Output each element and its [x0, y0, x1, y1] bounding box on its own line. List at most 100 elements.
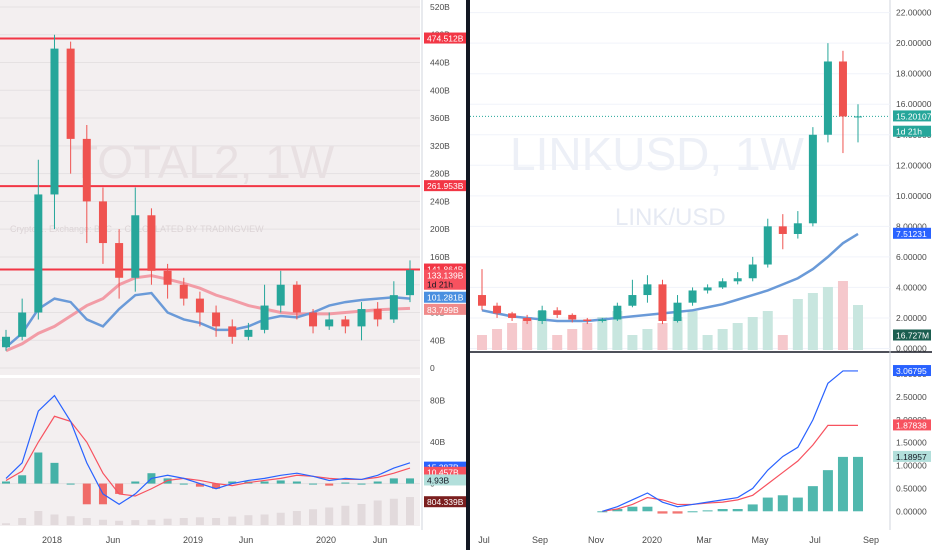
- right-candle-body-10: [628, 295, 637, 306]
- right-price-label-3-bg: [893, 329, 931, 341]
- right-x-tick-1: Sep: [532, 535, 548, 545]
- left-macd-hist-20: [325, 483, 334, 486]
- left-macd-hist-25: [406, 478, 414, 484]
- right-volume-bar-17: [732, 323, 743, 350]
- left-macd-volume-9: [147, 519, 156, 525]
- right-volume-bar-11: [642, 329, 653, 350]
- left-price-label-4-bg: [424, 278, 466, 290]
- right-macd-tick-3: 1.50000: [896, 438, 927, 448]
- right-price-label-1: 1d 21h: [896, 127, 922, 137]
- right-macd-label-2-bg: [893, 450, 931, 462]
- right-candle-body-4: [538, 310, 547, 321]
- left-x-tick-5: Jun: [373, 535, 388, 545]
- left-macd-volume-13: [212, 518, 221, 525]
- left-price-label-1: 261.953B: [427, 181, 464, 191]
- left-price-label-2-bg: [424, 263, 466, 275]
- right-volume-bar-14: [687, 311, 698, 350]
- left-price-label-0-bg: [424, 32, 466, 44]
- right-macd-hist-19: [762, 497, 773, 512]
- left-y-tick-7: 280B: [430, 169, 450, 179]
- right-candle-body-19: [763, 226, 772, 265]
- left-macd-volume-15: [244, 515, 253, 525]
- left-macd-volume-18: [292, 511, 301, 525]
- right-price-label-2: 7.51231: [896, 229, 927, 239]
- left-candle-body-13: [212, 312, 221, 327]
- right-y-tick-2: 4.00000: [896, 282, 927, 292]
- left-x-tick-1: Jun: [106, 535, 121, 545]
- right-macd-hist-10: [627, 506, 638, 512]
- left-candle-body-9: [147, 215, 156, 271]
- left-candle-body-12: [195, 298, 204, 313]
- right-subtitle: LINK/USD: [615, 204, 726, 231]
- left-candle-body-6: [98, 201, 107, 244]
- left-macd-volume-2: [34, 511, 43, 525]
- left-macd-hist-2: [34, 452, 43, 484]
- right-y-tick-10: 20.00000: [896, 38, 932, 48]
- right-macd-tick-1: 0.50000: [896, 483, 927, 493]
- right-volume-bar-23: [822, 287, 833, 350]
- right-price-label-2-bg: [893, 227, 931, 239]
- left-macd-hist-12: [195, 483, 204, 487]
- left-candle-body-22: [357, 309, 366, 327]
- left-candle-body-5: [82, 138, 91, 202]
- left-y-tick-8: 320B: [430, 141, 450, 151]
- right-candle-body-21: [793, 223, 802, 234]
- right-volume-bar-1: [492, 329, 503, 350]
- right-x-tick-6: Jul: [809, 535, 821, 545]
- right-macd-hist-14: [687, 511, 698, 513]
- right-watermark: LINKUSD, 1W: [510, 128, 805, 180]
- right-macd-hist-20: [777, 495, 788, 512]
- right-volume-bar-25: [853, 305, 863, 350]
- right-volume-bar-2: [507, 323, 518, 350]
- right-price-label-1-bg: [893, 125, 931, 137]
- left-y-tick-0: 0: [430, 363, 435, 373]
- right-macd-signal-line: [602, 424, 858, 512]
- left-candle-body-23: [373, 309, 382, 320]
- left-macd-label-3-bg: [424, 496, 466, 508]
- left-y-tick-1: 40B: [430, 335, 445, 345]
- left-candle-body-14: [228, 326, 237, 337]
- left-ma-slow: [5, 274, 411, 353]
- left-macd-bg: [0, 378, 420, 526]
- right-macd-label-0: 3.06795: [896, 366, 927, 376]
- right-candle-body-9: [613, 305, 622, 320]
- right-macd-hist-8: [597, 511, 608, 513]
- right-candle-body-15: [703, 287, 712, 291]
- right-x-tick-4: Mar: [696, 535, 712, 545]
- left-macd-tick-1: 40B: [430, 437, 445, 447]
- panel-divider: [466, 0, 470, 550]
- left-x-tick-0: 2018: [42, 535, 62, 545]
- left-price-label-3-bg: [424, 269, 466, 281]
- right-x-tick-0: Jul: [478, 535, 490, 545]
- right-macd-tick-2: 1.00000: [896, 461, 927, 471]
- left-watermark: TOTAL2, 1W: [70, 136, 335, 188]
- left-macd-line: [5, 394, 411, 505]
- left-price-label-6: 83.799B: [427, 305, 459, 315]
- left-macd-volume-16: [260, 514, 269, 525]
- right-candle-body-14: [688, 290, 697, 303]
- right-volume-bar-8: [597, 317, 608, 350]
- right-macd-hist-21: [792, 497, 803, 512]
- left-candle-body-24: [389, 295, 398, 320]
- right-volume-bar-24: [837, 281, 848, 350]
- right-y-tick-0: 0.00000: [896, 343, 927, 353]
- right-y-tick-9: 18.00000: [896, 69, 932, 79]
- right-macd-line: [602, 370, 858, 512]
- right-macd-hist-25: [853, 456, 863, 512]
- left-candle-body-3: [50, 48, 59, 195]
- left-y-tick-11: 440B: [430, 58, 450, 68]
- left-macd-hist-16: [260, 481, 269, 484]
- left-macd-hist-23: [373, 481, 382, 484]
- right-macd-tick-5: 2.50000: [896, 392, 927, 402]
- left-y-tick-9: 360B: [430, 113, 450, 123]
- left-macd-volume-1: [18, 518, 27, 525]
- right-candle-body-25: [854, 116, 862, 118]
- right-y-tick-8: 16.00000: [896, 99, 932, 109]
- left-macd-volume-14: [228, 516, 237, 525]
- right-volume-bar-0: [477, 335, 487, 350]
- left-macd-volume-22: [357, 504, 366, 525]
- left-price-label-5-bg: [424, 291, 466, 303]
- right-macd-hist-23: [822, 470, 833, 512]
- right-candle-body-6: [568, 314, 577, 320]
